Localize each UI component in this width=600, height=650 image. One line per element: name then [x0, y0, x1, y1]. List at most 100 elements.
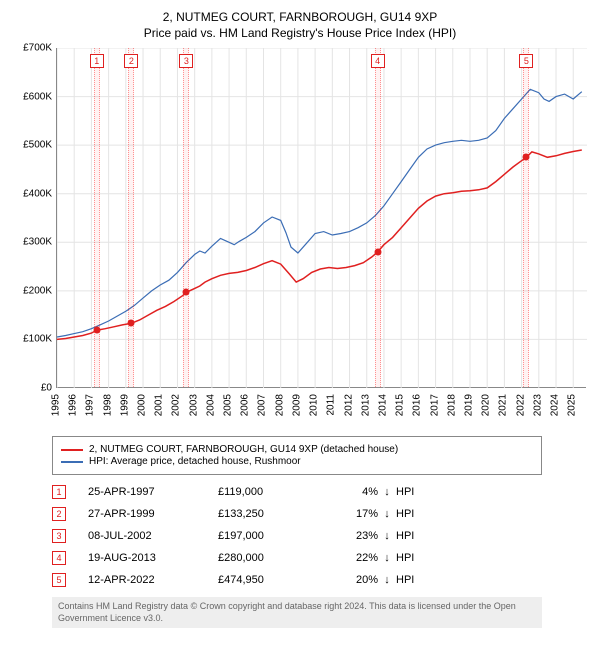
x-tick-label: 2023 — [532, 394, 543, 416]
y-tick-label: £600K — [23, 91, 52, 102]
sale-band — [183, 48, 189, 387]
sales-pct: 4% — [328, 486, 378, 498]
sales-pct: 22% — [328, 552, 378, 564]
y-tick-label: £200K — [23, 285, 52, 296]
x-tick-label: 2015 — [395, 394, 406, 416]
sale-band — [94, 48, 100, 387]
sale-band — [375, 48, 381, 387]
down-arrow-icon: ↓ — [378, 486, 396, 498]
x-tick-label: 2001 — [154, 394, 165, 416]
sales-price: £280,000 — [218, 552, 328, 564]
x-tick-label: 2018 — [446, 394, 457, 416]
sale-band — [128, 48, 134, 387]
sales-vs-hpi: HPI — [396, 552, 542, 564]
x-tick-label: 2002 — [171, 394, 182, 416]
down-arrow-icon: ↓ — [378, 552, 396, 564]
y-tick-label: £500K — [23, 140, 52, 151]
sale-point — [374, 249, 381, 256]
x-tick-label: 2013 — [360, 394, 371, 416]
legend-item: HPI: Average price, detached house, Rush… — [61, 456, 533, 467]
y-tick-label: £0 — [41, 383, 52, 394]
sales-row-badge: 5 — [52, 573, 66, 587]
x-tick-label: 2003 — [188, 394, 199, 416]
sales-vs-hpi: HPI — [396, 486, 542, 498]
series-line-price_paid — [57, 150, 582, 339]
sales-row: 4 19-AUG-2013£280,00022%↓HPI — [52, 547, 542, 569]
x-tick-label: 1996 — [68, 394, 79, 416]
sale-badge: 4 — [371, 54, 385, 68]
x-tick-label: 2021 — [498, 394, 509, 416]
x-tick-label: 1997 — [85, 394, 96, 416]
sales-row: 1 25-APR-1997£119,0004%↓HPI — [52, 481, 542, 503]
sales-price: £133,250 — [218, 508, 328, 520]
chart-container: 2, NUTMEG COURT, FARNBOROUGH, GU14 9XP P… — [0, 0, 600, 636]
sale-point — [523, 154, 530, 161]
sales-pct: 17% — [328, 508, 378, 520]
down-arrow-icon: ↓ — [378, 530, 396, 542]
legend-item: 2, NUTMEG COURT, FARNBOROUGH, GU14 9XP (… — [61, 444, 533, 455]
x-tick-label: 2007 — [257, 394, 268, 416]
sale-point — [93, 327, 100, 334]
legend: 2, NUTMEG COURT, FARNBOROUGH, GU14 9XP (… — [52, 436, 542, 475]
y-axis: £0£100K£200K£300K£400K£500K£600K£700K — [10, 48, 54, 388]
sales-row-badge: 1 — [52, 485, 66, 499]
x-tick-label: 2012 — [343, 394, 354, 416]
attribution-text: Contains HM Land Registry data © Crown c… — [52, 597, 542, 628]
legend-label: HPI: Average price, detached house, Rush… — [89, 456, 301, 467]
plot-svg — [57, 48, 587, 388]
x-tick-label: 2011 — [326, 394, 337, 416]
x-tick-label: 2025 — [567, 394, 578, 416]
sales-vs-hpi: HPI — [396, 508, 542, 520]
series-line-hpi — [57, 89, 582, 337]
sales-row-badge: 4 — [52, 551, 66, 565]
sales-row: 308-JUL-2002£197,00023%↓HPI — [52, 525, 542, 547]
x-tick-label: 2019 — [463, 394, 474, 416]
legend-swatch — [61, 461, 83, 463]
x-tick-label: 2024 — [550, 394, 561, 416]
x-tick-label: 2009 — [291, 394, 302, 416]
sales-table: 125-APR-1997£119,0004%↓HPI227-APR-1999£1… — [52, 481, 542, 591]
sales-date: 27-APR-1999 — [88, 508, 218, 520]
chart-title-address: 2, NUTMEG COURT, FARNBOROUGH, GU14 9XP — [10, 10, 590, 24]
sale-point — [128, 320, 135, 327]
x-tick-label: 2014 — [377, 394, 388, 416]
sale-point — [183, 289, 190, 296]
x-tick-label: 2006 — [240, 394, 251, 416]
sales-date: 12-APR-2022 — [88, 574, 218, 586]
x-tick-label: 2017 — [429, 394, 440, 416]
x-tick-label: 2020 — [481, 394, 492, 416]
chart-title-subtitle: Price paid vs. HM Land Registry's House … — [10, 26, 590, 40]
sale-band — [523, 48, 529, 387]
sales-row-badge: 2 — [52, 507, 66, 521]
x-tick-label: 1995 — [51, 394, 62, 416]
legend-swatch — [61, 449, 83, 451]
sales-price: £119,000 — [218, 486, 328, 498]
sales-vs-hpi: HPI — [396, 574, 542, 586]
plot-area: 1 2 3 4 5 — [56, 48, 586, 388]
x-tick-label: 1999 — [119, 394, 130, 416]
x-tick-label: 2000 — [137, 394, 148, 416]
sales-row-badge: 3 — [52, 529, 66, 543]
sale-badge: 1 — [90, 54, 104, 68]
x-axis: 1995199619971998199920002001200220032004… — [56, 392, 586, 428]
x-tick-label: 2004 — [205, 394, 216, 416]
sales-date: 19-AUG-2013 — [88, 552, 218, 564]
sales-date: 25-APR-1997 — [88, 486, 218, 498]
sale-badge: 2 — [124, 54, 138, 68]
x-tick-label: 2022 — [515, 394, 526, 416]
x-tick-label: 1998 — [102, 394, 113, 416]
sale-badge: 5 — [519, 54, 533, 68]
y-tick-label: £100K — [23, 334, 52, 345]
down-arrow-icon: ↓ — [378, 574, 396, 586]
x-tick-label: 2010 — [309, 394, 320, 416]
sales-price: £197,000 — [218, 530, 328, 542]
chart-area: £0£100K£200K£300K£400K£500K£600K£700K 12… — [10, 48, 590, 428]
sales-row: 512-APR-2022£474,95020%↓HPI — [52, 569, 542, 591]
sales-pct: 20% — [328, 574, 378, 586]
legend-label: 2, NUTMEG COURT, FARNBOROUGH, GU14 9XP (… — [89, 444, 398, 455]
y-tick-label: £400K — [23, 188, 52, 199]
sale-badge: 3 — [179, 54, 193, 68]
y-tick-label: £700K — [23, 43, 52, 54]
sales-date: 08-JUL-2002 — [88, 530, 218, 542]
sales-row: 227-APR-1999£133,25017%↓HPI — [52, 503, 542, 525]
